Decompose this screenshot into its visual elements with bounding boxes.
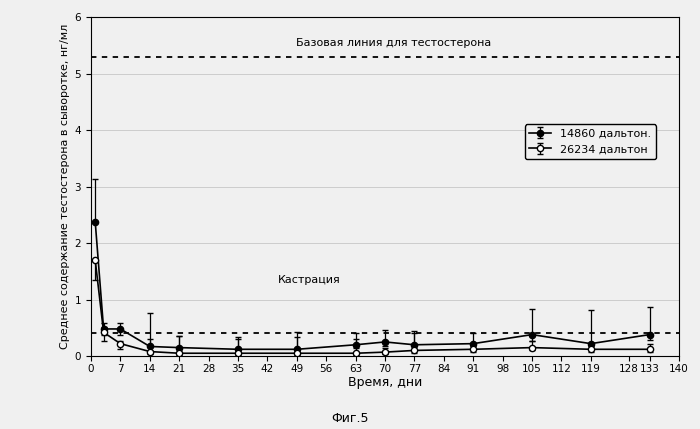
Text: Кастрация: Кастрация	[278, 275, 341, 285]
Text: Фиг.5: Фиг.5	[331, 412, 369, 425]
Y-axis label: Среднее содержание тестостерона в сыворотке, нг/мл: Среднее содержание тестостерона в сыворо…	[60, 24, 71, 349]
Legend: 14860 дальтон., 26234 дальтон: 14860 дальтон., 26234 дальтон	[525, 124, 656, 159]
Text: Базовая линия для тестостерона: Базовая линия для тестостерона	[296, 38, 491, 48]
X-axis label: Время, дни: Время, дни	[348, 377, 422, 390]
